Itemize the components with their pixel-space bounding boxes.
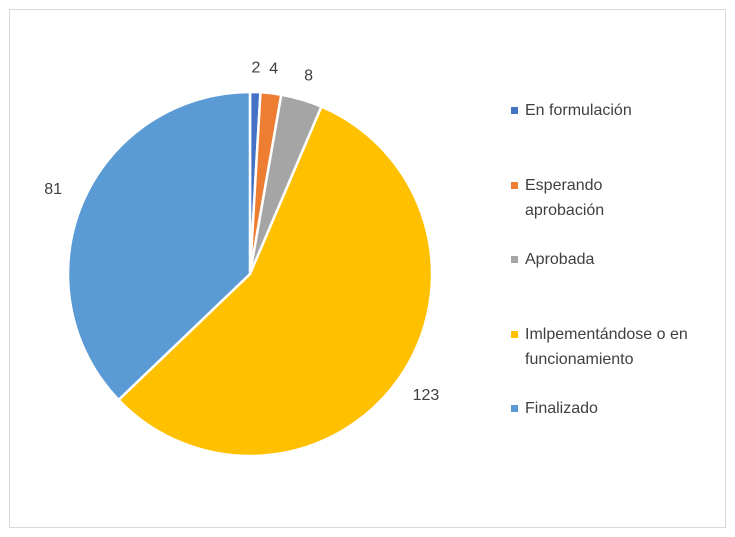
legend-item: Esperando aprobación (507, 173, 722, 248)
legend-label: Esperando aprobación (525, 176, 605, 219)
data-label: 8 (304, 68, 313, 85)
data-label: 2 (251, 59, 260, 76)
legend-item: En formulación (507, 98, 722, 173)
data-label: 4 (269, 61, 278, 78)
pie-slice (116, 104, 434, 458)
legend-item: Aprobada (507, 247, 722, 322)
legend-marker (511, 107, 518, 114)
legend-marker (511, 330, 518, 338)
legend-label: Finalizado (525, 400, 598, 417)
legend-marker (511, 405, 518, 412)
legend-marker (511, 181, 518, 189)
legend-label: Aprobada (525, 251, 595, 268)
legend-label: Imlpementándose o en funcionamiento (525, 325, 688, 368)
data-label: 123 (413, 387, 440, 404)
legend-marker (511, 256, 518, 263)
legend: En formulación Esperando aprobación Aproba… (507, 98, 722, 471)
legend-label: En formulación (525, 102, 632, 119)
legend-item: Finalizado (507, 396, 722, 471)
pie-slice (66, 90, 252, 402)
legend-item: Imlpementándose o en funcionamiento (507, 322, 722, 397)
data-label: 81 (44, 181, 62, 198)
